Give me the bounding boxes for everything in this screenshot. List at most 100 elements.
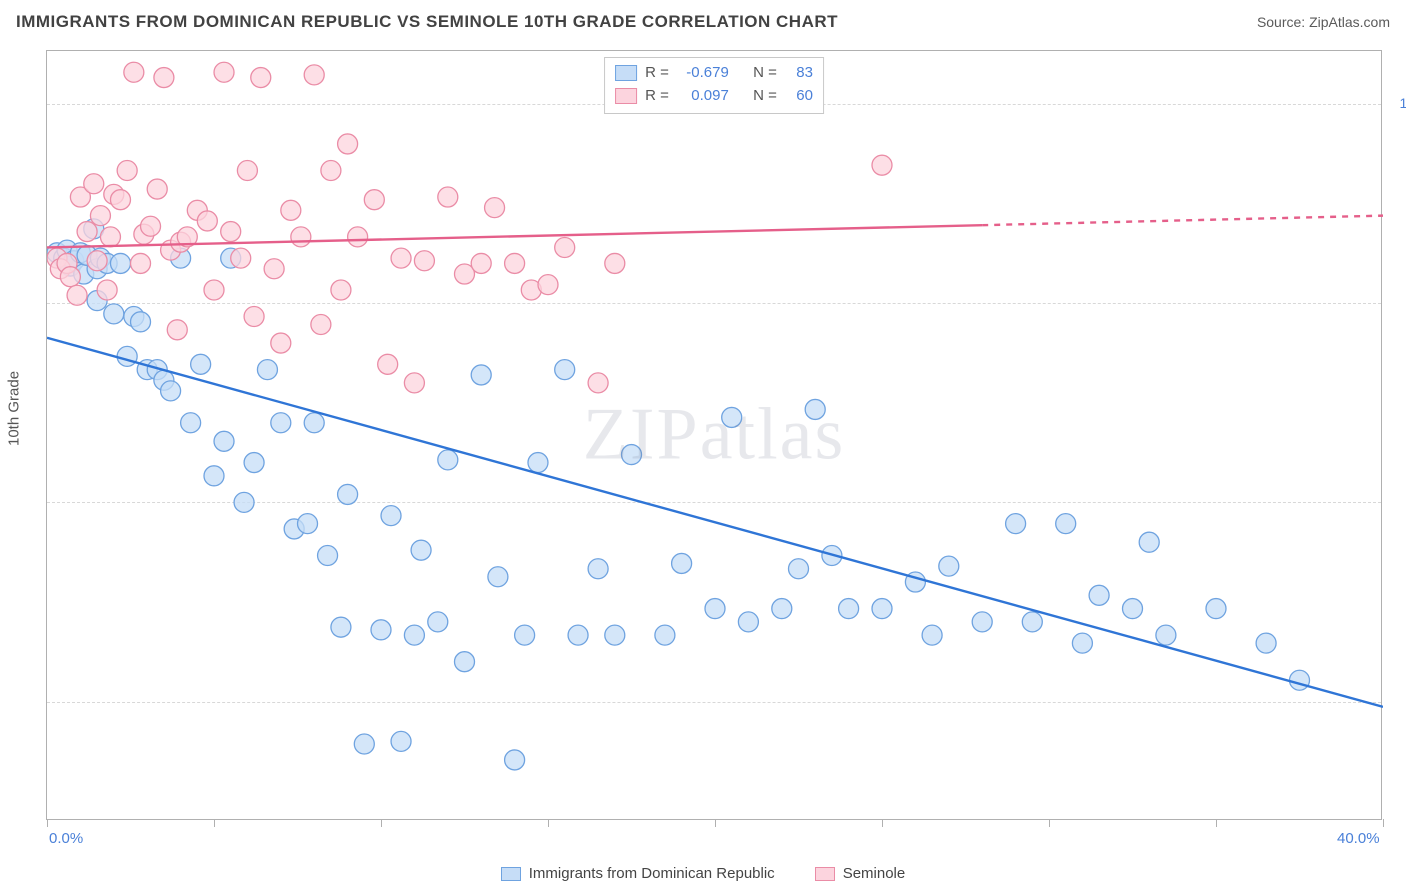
data-point xyxy=(117,346,137,366)
data-point xyxy=(257,360,277,380)
data-point xyxy=(872,155,892,175)
x-tick-label: 40.0% xyxy=(1337,830,1380,847)
data-point xyxy=(214,431,234,451)
trend-line-extrapolated xyxy=(982,216,1383,226)
data-point xyxy=(1056,514,1076,534)
series-swatch xyxy=(615,88,637,104)
data-point xyxy=(505,253,525,273)
data-point xyxy=(471,253,491,273)
data-point xyxy=(84,174,104,194)
data-point xyxy=(805,399,825,419)
data-point xyxy=(117,160,137,180)
data-point xyxy=(555,360,575,380)
data-point xyxy=(304,413,324,433)
data-point xyxy=(364,190,384,210)
data-point xyxy=(404,625,424,645)
data-point xyxy=(237,160,257,180)
data-point xyxy=(354,734,374,754)
data-point xyxy=(110,190,130,210)
data-point xyxy=(244,307,264,327)
data-point xyxy=(264,259,284,279)
x-tick xyxy=(1383,819,1384,827)
data-point xyxy=(131,312,151,332)
data-point xyxy=(605,253,625,273)
data-point xyxy=(972,612,992,632)
stat-r-label: R = xyxy=(645,85,669,108)
data-point xyxy=(167,320,187,340)
chart-legend: Immigrants from Dominican Republic Semino… xyxy=(0,865,1406,882)
data-point xyxy=(404,373,424,393)
data-point xyxy=(1022,612,1042,632)
data-point xyxy=(1072,633,1092,653)
data-point xyxy=(471,365,491,385)
scatter-svg xyxy=(47,51,1383,821)
data-point xyxy=(244,453,264,473)
data-point xyxy=(147,179,167,199)
data-point xyxy=(555,237,575,257)
data-point xyxy=(338,134,358,154)
data-point xyxy=(588,559,608,579)
data-point xyxy=(204,466,224,486)
data-point xyxy=(291,227,311,247)
data-point xyxy=(839,599,859,619)
data-point xyxy=(181,413,201,433)
data-point xyxy=(1290,670,1310,690)
series-swatch xyxy=(615,65,637,81)
data-point xyxy=(722,407,742,427)
correlation-stats-box: R =-0.679 N =83R =0.097 N =60 xyxy=(604,57,824,114)
data-point xyxy=(231,248,251,268)
data-point xyxy=(1256,633,1276,653)
legend-swatch xyxy=(815,867,835,881)
data-point xyxy=(97,280,117,300)
data-point xyxy=(221,222,241,242)
data-point xyxy=(191,354,211,374)
stat-n-label: N = xyxy=(753,85,777,108)
data-point xyxy=(381,506,401,526)
data-point xyxy=(605,625,625,645)
data-point xyxy=(100,227,120,247)
data-point xyxy=(705,599,725,619)
data-point xyxy=(298,514,318,534)
data-point xyxy=(655,625,675,645)
data-point xyxy=(738,612,758,632)
data-point xyxy=(141,216,161,236)
data-point xyxy=(411,540,431,560)
data-point xyxy=(1156,625,1176,645)
data-point xyxy=(438,450,458,470)
stat-n-label: N = xyxy=(753,62,777,85)
data-point xyxy=(772,599,792,619)
stat-n-value: 83 xyxy=(785,62,813,85)
data-point xyxy=(1006,514,1026,534)
legend-label: Seminole xyxy=(843,865,906,882)
data-point xyxy=(922,625,942,645)
data-point xyxy=(1139,532,1159,552)
data-point xyxy=(77,222,97,242)
data-point xyxy=(124,62,144,82)
stat-r-value: 0.097 xyxy=(677,85,729,108)
data-point xyxy=(371,620,391,640)
data-point xyxy=(1206,599,1226,619)
trend-line xyxy=(47,338,1383,707)
data-point xyxy=(338,484,358,504)
y-axis-title: 10th Grade xyxy=(6,371,23,446)
legend-swatch xyxy=(501,867,521,881)
data-point xyxy=(438,187,458,207)
data-point xyxy=(1089,585,1109,605)
data-point xyxy=(939,556,959,576)
data-point xyxy=(331,617,351,637)
chart-plot-area: 77.5%85.0%92.5%100.0%0.0%40.0% ZIPatlas … xyxy=(46,50,1382,820)
legend-item: Seminole xyxy=(815,865,906,882)
data-point xyxy=(872,599,892,619)
data-point xyxy=(281,200,301,220)
data-point xyxy=(67,285,87,305)
legend-item: Immigrants from Dominican Republic xyxy=(501,865,775,882)
stat-n-value: 60 xyxy=(785,85,813,108)
data-point xyxy=(789,559,809,579)
data-point xyxy=(251,68,271,88)
data-point xyxy=(622,445,642,465)
data-point xyxy=(1123,599,1143,619)
data-point xyxy=(672,553,692,573)
data-point xyxy=(588,373,608,393)
data-point xyxy=(321,160,341,180)
data-point xyxy=(414,251,434,271)
